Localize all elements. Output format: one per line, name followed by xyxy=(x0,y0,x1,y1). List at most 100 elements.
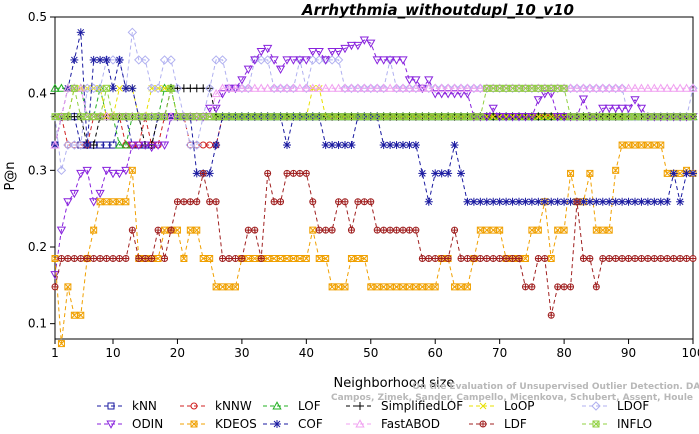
point-ldof xyxy=(69,140,80,150)
point-ldf xyxy=(251,226,259,234)
point-ldf xyxy=(90,255,98,262)
point-odin xyxy=(217,90,228,99)
series-inflo xyxy=(51,84,697,121)
point-cof xyxy=(386,141,395,150)
point-odin xyxy=(295,56,305,65)
point-ldof xyxy=(424,83,434,94)
point-ldf xyxy=(167,226,175,234)
point-ldf xyxy=(515,255,523,262)
point-inflo xyxy=(154,113,162,121)
point-odin xyxy=(159,141,170,150)
legend-label: SimplifiedLOF xyxy=(381,399,463,413)
point-kdeos xyxy=(180,255,188,262)
point-fastabod xyxy=(295,83,305,92)
point-ldof xyxy=(95,83,105,94)
point-lof xyxy=(121,140,131,149)
point-fastabod xyxy=(669,83,679,92)
point-inflo xyxy=(244,113,252,121)
point-ldf xyxy=(193,198,201,206)
legend-label: KDEOS xyxy=(215,417,257,431)
point-ldf xyxy=(122,255,130,262)
point-cof xyxy=(115,55,124,64)
point-kdeos xyxy=(231,283,239,291)
point-odin xyxy=(275,65,286,74)
point-loop xyxy=(489,113,497,121)
point-lof xyxy=(114,140,125,149)
point-ldf xyxy=(51,283,59,291)
x-axis-label: Neighborhood size xyxy=(334,376,455,391)
point-odin xyxy=(101,166,112,176)
point-kdeos xyxy=(586,169,594,177)
point-ldof xyxy=(340,83,350,94)
series-line-loop xyxy=(55,87,693,118)
point-ldf xyxy=(231,255,239,262)
point-odin xyxy=(56,226,67,235)
point-fastabod xyxy=(224,83,234,92)
point-ldof xyxy=(301,83,312,94)
x-tick-label: 10 xyxy=(105,346,120,360)
point-fastabod xyxy=(50,140,60,149)
point-ldf xyxy=(496,255,504,262)
point-fastabod xyxy=(617,83,627,92)
point-inflo xyxy=(128,113,136,121)
point-ldf xyxy=(244,226,252,234)
point-ldof xyxy=(243,83,254,94)
point-fastabod xyxy=(437,83,447,92)
point-ldf xyxy=(631,255,639,262)
point-ldf xyxy=(683,255,691,262)
point-ldf xyxy=(534,255,542,262)
y-tick-label: 0.5 xyxy=(28,10,47,24)
point-kdeos xyxy=(128,166,136,174)
point-fastabod xyxy=(578,83,589,92)
x-tick-label: 80 xyxy=(556,346,571,360)
point-ldof xyxy=(449,83,460,94)
point-ldf xyxy=(451,226,459,234)
point-ldof xyxy=(237,83,247,94)
point-fastabod xyxy=(398,83,408,92)
point-ldof xyxy=(359,83,370,94)
legend-label: INFLO xyxy=(617,417,652,431)
series-ldf xyxy=(51,169,697,319)
plot-area xyxy=(54,16,694,340)
point-inflo xyxy=(605,113,613,121)
point-odin xyxy=(114,169,125,179)
point-odin xyxy=(611,104,621,114)
legend-label: LDOF xyxy=(617,399,649,413)
point-cof xyxy=(669,169,678,178)
point-odin xyxy=(617,104,627,114)
legend-label: kNN xyxy=(132,399,157,413)
point-ldof xyxy=(456,83,466,94)
point-inflo xyxy=(676,113,684,121)
point-loop xyxy=(541,113,549,121)
point-odin xyxy=(546,90,556,99)
point-fastabod xyxy=(572,83,582,92)
point-odin xyxy=(127,141,137,150)
point-ldof xyxy=(192,140,202,150)
point-ldf xyxy=(405,226,413,234)
point-ldf xyxy=(431,255,439,262)
point-ldf xyxy=(605,255,613,262)
point-fastabod xyxy=(411,83,421,92)
point-ldf xyxy=(393,226,401,234)
point-inflo xyxy=(521,84,529,92)
point-ldof xyxy=(578,83,589,94)
point-kdeos xyxy=(496,226,504,234)
point-ldf xyxy=(670,255,678,262)
point-cof xyxy=(411,141,420,150)
point-kdeos xyxy=(206,255,214,262)
point-fastabod xyxy=(385,83,395,92)
point-odin xyxy=(533,96,543,105)
point-ldf xyxy=(547,311,555,319)
point-ldf xyxy=(509,255,517,262)
point-ldof xyxy=(288,83,299,94)
point-lof xyxy=(50,83,60,92)
point-odin xyxy=(243,65,253,74)
point-ldf xyxy=(77,255,85,262)
series-ldof xyxy=(50,27,698,176)
point-ldf xyxy=(225,255,233,262)
point-ldf xyxy=(199,169,207,177)
point-ldof xyxy=(591,83,602,94)
point-odin xyxy=(507,113,518,122)
point-inflo xyxy=(64,113,72,121)
